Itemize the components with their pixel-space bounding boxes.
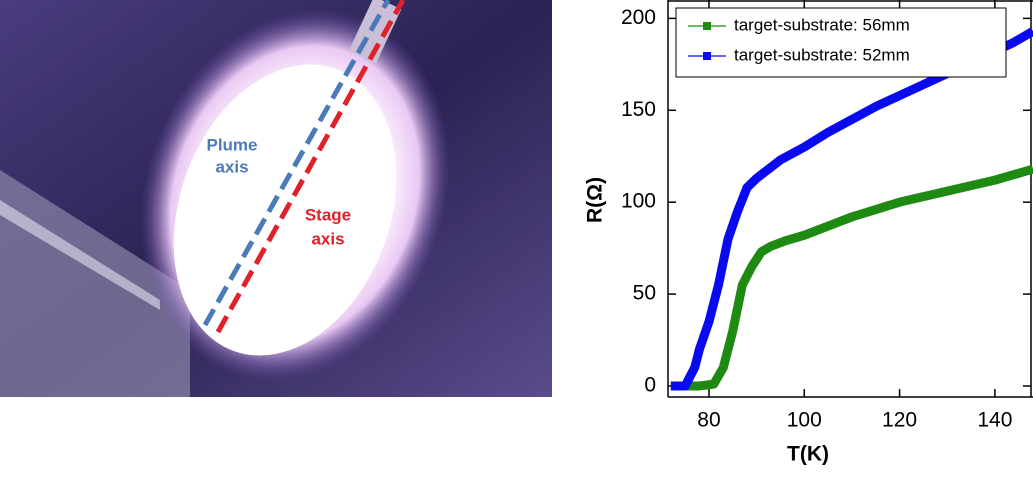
y-tick-label: 50: [633, 282, 656, 305]
x-tick-label: 80: [697, 409, 720, 432]
plume-label: Plume: [206, 135, 257, 154]
plume-label: axis: [215, 157, 248, 176]
y-tick-label: 200: [621, 6, 656, 29]
data-line: [670, 164, 1033, 391]
x-tick-label: 100: [787, 409, 822, 432]
y-axis-label: R(Ω): [584, 177, 607, 223]
x-axis-label: T(K): [787, 443, 829, 466]
stage-label: Stage: [305, 205, 351, 224]
legend-label: target-substrate: 52mm: [734, 45, 910, 64]
plot-area: [670, 27, 1033, 391]
legend-marker: [703, 22, 711, 30]
legend-label: target-substrate: 56mm: [734, 15, 910, 34]
photo: Plume axis Stage axis: [0, 0, 552, 397]
y-tick-label: 100: [621, 190, 656, 213]
y-tick-label: 0: [644, 374, 656, 397]
stage-label: axis: [311, 229, 344, 248]
data-line: [670, 27, 1033, 391]
x-tick-label: 120: [882, 409, 917, 432]
legend-marker: [703, 52, 711, 60]
x-tick-label: 140: [977, 409, 1012, 432]
y-tick-label: 150: [621, 98, 656, 121]
legend-box: [675, 7, 1007, 78]
